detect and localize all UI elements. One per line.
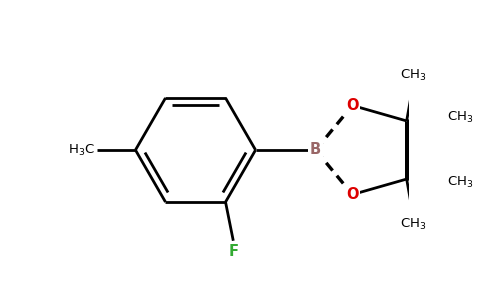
Text: CH$_3$: CH$_3$ [400, 217, 426, 232]
Text: H$_3$C: H$_3$C [68, 142, 95, 158]
Text: CH$_3$: CH$_3$ [400, 68, 426, 83]
Text: B: B [310, 142, 321, 158]
Text: O: O [346, 98, 359, 113]
Text: O: O [346, 187, 359, 202]
Text: CH$_3$: CH$_3$ [447, 175, 474, 190]
Text: CH$_3$: CH$_3$ [447, 110, 474, 125]
Text: F: F [228, 244, 238, 259]
